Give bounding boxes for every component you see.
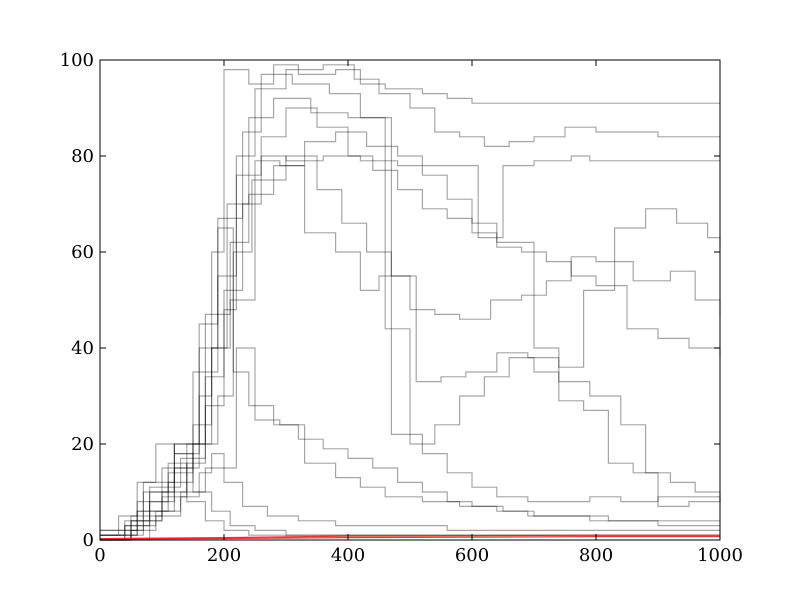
y-tick-label: 0 bbox=[83, 530, 94, 551]
sample-path-line bbox=[100, 64, 720, 541]
plot-frame bbox=[99, 59, 721, 541]
x-tick-label: 200 bbox=[207, 545, 241, 566]
y-tick-label: 100 bbox=[60, 50, 94, 71]
x-tick-label: 400 bbox=[331, 545, 365, 566]
x-tick-label: 600 bbox=[455, 545, 489, 566]
x-tick-label: 1000 bbox=[697, 545, 743, 566]
x-tick-label: 800 bbox=[579, 545, 613, 566]
y-tick-label: 40 bbox=[71, 338, 94, 359]
y-tick-label: 20 bbox=[71, 434, 94, 455]
y-tick-label: 60 bbox=[71, 242, 94, 263]
sample-path-line bbox=[100, 97, 721, 541]
sample-path-line bbox=[100, 227, 720, 531]
sample-path-line bbox=[100, 107, 721, 541]
sample-path-line bbox=[100, 155, 721, 536]
sample-path-line bbox=[100, 347, 720, 541]
series-layer bbox=[99, 64, 721, 541]
x-tick-label: 0 bbox=[94, 545, 105, 566]
sample-path-line bbox=[100, 131, 721, 536]
sample-path-line bbox=[100, 155, 720, 541]
y-tick-label: 80 bbox=[71, 146, 94, 167]
sample-path-line bbox=[100, 64, 720, 536]
sample-path-line bbox=[100, 453, 720, 541]
ticks-layer: 0 200 400 600 800 1000 0 20 40 60 80 100 bbox=[60, 50, 743, 566]
sample-path-line bbox=[100, 160, 721, 531]
baseline-line bbox=[99, 536, 720, 540]
sample-path-line bbox=[100, 73, 720, 536]
baseline-line bbox=[99, 534, 720, 540]
